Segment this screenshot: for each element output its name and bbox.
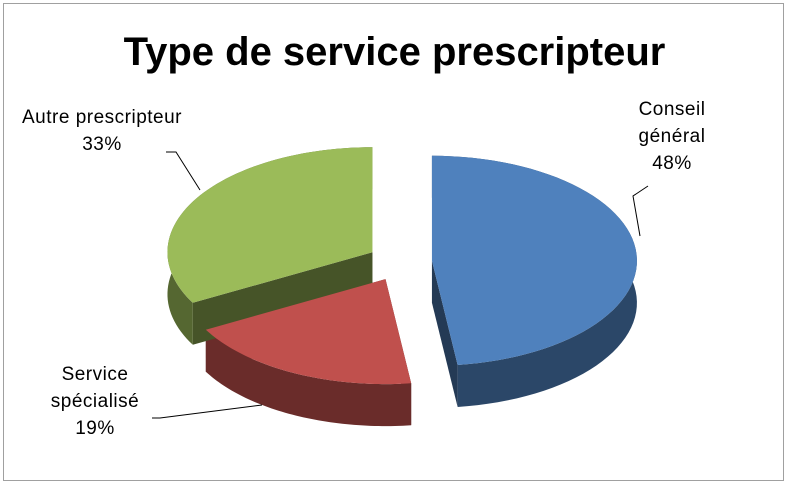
label-name: Autre prescripteur <box>22 107 183 128</box>
data-label: Conseil général 48% <box>620 96 724 177</box>
label-value: 33% <box>82 134 122 155</box>
chart-title: Type de service prescripteur <box>123 30 666 74</box>
label-value: 48% <box>652 153 692 174</box>
leader-line <box>632 185 649 237</box>
slice <box>205 279 412 385</box>
leader-line <box>166 151 201 191</box>
slice-side <box>205 329 412 427</box>
leader-line <box>152 404 263 419</box>
label-value: 19% <box>75 418 115 439</box>
label-name: Service spécialisé <box>50 364 140 412</box>
data-label: Autre prescripteur 33% <box>22 104 182 158</box>
chart-frame <box>3 3 784 481</box>
slice-side <box>431 260 458 407</box>
label-name: Conseil général <box>638 99 706 147</box>
slice <box>167 147 373 303</box>
data-label: Service spécialisé 19% <box>20 361 170 442</box>
slice <box>431 155 637 365</box>
